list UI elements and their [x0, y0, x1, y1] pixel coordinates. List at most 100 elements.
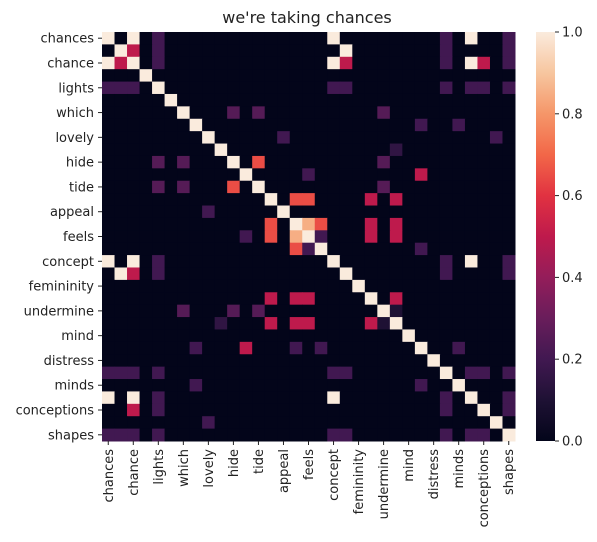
heatmap-cell [339, 81, 353, 95]
heatmap-cell [202, 267, 216, 281]
heatmap-cell [202, 44, 216, 58]
heatmap-cell [414, 255, 428, 268]
heatmap-cell [127, 56, 141, 70]
heatmap-cell [239, 403, 253, 417]
heatmap-cell [364, 131, 378, 145]
heatmap-cell [389, 428, 403, 442]
heatmap-cell [439, 366, 453, 380]
y-tick-label: distress [44, 354, 95, 369]
heatmap-cell [352, 279, 366, 293]
heatmap-cell [364, 304, 378, 318]
heatmap-cell [227, 391, 241, 405]
heatmap-cell [214, 279, 228, 293]
heatmap-cell [314, 292, 328, 306]
heatmap-cell [402, 69, 416, 83]
x-tick-label: conceptions [477, 449, 492, 528]
heatmap-cell [164, 93, 178, 107]
heatmap-cell [339, 56, 353, 70]
heatmap-cell [464, 118, 478, 132]
heatmap-cell [239, 143, 253, 157]
heatmap-cell [352, 143, 366, 157]
heatmap-cell [464, 81, 478, 95]
heatmap-cell [389, 354, 403, 368]
heatmap-cell [389, 255, 403, 268]
heatmap-cell [502, 180, 516, 194]
heatmap-cell [164, 267, 178, 281]
heatmap-cell [302, 304, 316, 318]
heatmap-cell [464, 255, 478, 268]
heatmap-cell [202, 205, 216, 219]
heatmap-cell [264, 354, 278, 368]
heatmap-cell [389, 292, 403, 306]
heatmap-cell [464, 279, 478, 293]
x-axis: chances chance lights which lovely hide tide ap… [102, 441, 517, 527]
heatmap-cell [152, 180, 166, 194]
heatmap-cell [489, 279, 503, 293]
heatmap-cell [264, 255, 278, 268]
heatmap-cell [352, 391, 366, 405]
heatmap-cell [189, 168, 203, 182]
heatmap-cell [489, 93, 503, 107]
heatmap-cell [289, 168, 303, 182]
heatmap-cell [339, 304, 353, 318]
heatmap-cell [239, 341, 253, 355]
heatmap-cell [289, 193, 303, 207]
heatmap-cell [402, 44, 416, 58]
heatmap-cell [477, 118, 491, 132]
heatmap-cell [489, 329, 503, 343]
heatmap-cell [264, 416, 278, 430]
heatmap-cell [352, 56, 366, 70]
heatmap-cell [314, 193, 328, 207]
heatmap-cell [202, 168, 216, 182]
heatmap-cell [277, 366, 291, 380]
heatmap-cell [377, 255, 391, 268]
heatmap-cell [139, 93, 153, 107]
heatmap-cell [339, 93, 353, 107]
heatmap-cell [339, 242, 353, 256]
heatmap-cell [402, 230, 416, 244]
heatmap-cell [502, 341, 516, 355]
heatmap-cell [114, 230, 128, 244]
heatmap-cell [114, 93, 128, 107]
heatmap-cell [489, 242, 503, 256]
heatmap-cell [502, 304, 516, 318]
heatmap-cell [402, 255, 416, 268]
y-tick-label: concept [42, 255, 94, 270]
heatmap-cell [202, 304, 216, 318]
heatmap-cell [239, 44, 253, 58]
heatmap-cell [314, 180, 328, 194]
heatmap-cell [139, 317, 153, 330]
heatmap-cell [114, 317, 128, 330]
heatmap-cell [277, 403, 291, 417]
colorbar-tick-label: 1.0 [562, 26, 583, 41]
heatmap-cell [264, 279, 278, 293]
heatmap-cell [102, 379, 116, 392]
heatmap-cell [127, 180, 141, 194]
heatmap-cell [452, 106, 466, 120]
heatmap-cell [277, 354, 291, 368]
heatmap-cell [339, 403, 353, 417]
heatmap-cell [127, 143, 141, 157]
heatmap-cell [314, 304, 328, 318]
heatmap-cell [102, 44, 116, 58]
heatmap-cell [314, 32, 328, 45]
heatmap-cell [314, 391, 328, 405]
heatmap-cell [414, 44, 428, 58]
heatmap-cell [264, 329, 278, 343]
heatmap-cell [477, 106, 491, 120]
heatmap-cell [489, 44, 503, 58]
heatmap-cell [202, 118, 216, 132]
heatmap-cell [277, 267, 291, 281]
heatmap-cell [427, 242, 441, 256]
heatmap-cell [152, 267, 166, 281]
heatmap-cell [314, 44, 328, 58]
heatmap-cell [427, 205, 441, 219]
heatmap-cell [414, 242, 428, 256]
heatmap-cell [114, 391, 128, 405]
heatmap-cell [177, 155, 191, 169]
heatmap-cell [214, 155, 228, 169]
heatmap-cell [227, 205, 241, 219]
heatmap-cell [152, 118, 166, 132]
heatmap-cell [327, 366, 341, 380]
heatmap-cell [214, 81, 228, 95]
